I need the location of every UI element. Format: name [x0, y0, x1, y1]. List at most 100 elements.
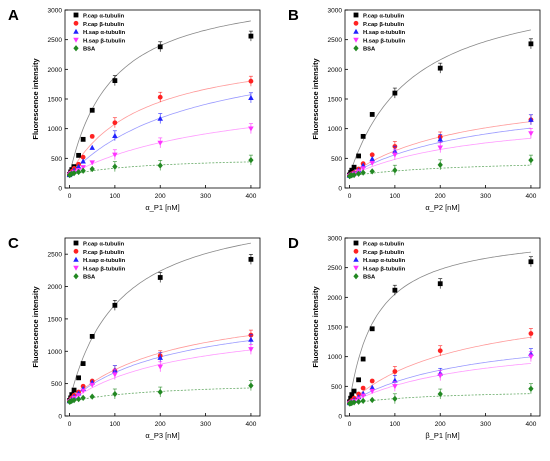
fit-curve [349, 29, 531, 176]
x-axis-label: α_P3 [nM] [145, 431, 179, 440]
data-point [71, 397, 77, 404]
data-point [437, 65, 443, 71]
data-point [369, 384, 375, 390]
x-tick-label: 200 [155, 421, 166, 428]
data-point [75, 168, 82, 176]
data-point [528, 131, 534, 137]
data-point [89, 144, 95, 150]
y-tick-label: 0 [58, 414, 62, 421]
data-point [528, 156, 534, 164]
data-point [351, 399, 357, 406]
data-point [157, 275, 163, 280]
data-point [369, 168, 375, 175]
legend-entry: H.sap α-tubulin [83, 258, 126, 264]
data-point [75, 393, 82, 399]
data-point [348, 395, 354, 401]
y-axis-label: Fluorescence intensity [311, 58, 320, 140]
y-tick-label: 1000 [48, 349, 63, 356]
panel-label: A [8, 7, 19, 24]
data-point [369, 152, 375, 158]
legend-marker [73, 240, 79, 246]
legend-marker [353, 265, 359, 271]
data-point [89, 165, 95, 173]
data-point [157, 364, 163, 370]
legend-entry: H.sap α-tubulin [363, 258, 406, 264]
data-point [360, 356, 366, 362]
legend-marker [353, 28, 359, 34]
data-point [80, 136, 86, 142]
data-point [80, 158, 86, 164]
legend-entry: BSA [363, 275, 376, 281]
chart-panel-d: D 0 500 1000 1500 2000 2500 3000 0 100 200 300 400 β_… [288, 235, 541, 440]
legend-entry: H.sap α-tubulin [83, 30, 126, 36]
data-point [75, 163, 82, 169]
data-point [80, 167, 86, 174]
legend-entry: P.cap α-tubulin [363, 14, 405, 20]
legend-marker [353, 248, 359, 254]
data-point [392, 384, 398, 390]
panel-label: C [8, 235, 19, 252]
y-tick-label: 1500 [328, 325, 343, 332]
x-axis-label: β_P1 [nM] [425, 431, 459, 440]
data-point [392, 152, 398, 158]
data-point [112, 302, 118, 308]
data-point [157, 94, 163, 100]
legend-entry: BSA [83, 275, 96, 281]
x-tick-label: 100 [109, 421, 120, 428]
y-tick-label: 1000 [328, 354, 343, 361]
data-point [355, 170, 362, 177]
y-tick-label: 1500 [48, 97, 63, 104]
legend-marker [73, 20, 79, 26]
legend-marker [73, 273, 79, 280]
y-axis-label: Fluorescence intensity [31, 58, 40, 140]
x-tick-label: 100 [389, 193, 400, 200]
data-point [349, 167, 355, 173]
y-tick-label: 2000 [48, 284, 63, 291]
data-point [76, 375, 82, 381]
data-point [392, 395, 398, 402]
panel-label: B [288, 7, 299, 24]
legend-entry: P.cap α-tubulin [363, 242, 405, 248]
legend-marker [353, 240, 359, 246]
data-point [248, 94, 254, 100]
data-point [369, 378, 375, 384]
legend-entry: BSA [363, 47, 376, 53]
data-point [349, 392, 355, 398]
data-point [89, 133, 95, 139]
data-point [351, 164, 357, 170]
legend-entry: P.cap β-tubulin [363, 250, 405, 256]
data-point [80, 394, 86, 401]
data-point [157, 115, 163, 121]
x-tick-label: 400 [526, 193, 537, 200]
data-point [112, 163, 118, 170]
x-axis-label: α_P1 [nM] [145, 203, 179, 212]
data-point [248, 126, 254, 132]
data-point [89, 333, 95, 339]
data-point [89, 107, 95, 113]
data-point [528, 41, 534, 47]
data-point [157, 162, 163, 169]
data-point [528, 385, 534, 392]
legend-entry: H.sap β-tubulin [83, 38, 126, 44]
data-point [392, 369, 398, 374]
data-point [89, 160, 95, 166]
y-tick-label: 2500 [328, 37, 343, 44]
legend-marker [353, 45, 359, 52]
legend-entry: P.cap β-tubulin [83, 250, 125, 256]
legend-entry: BSA [83, 47, 96, 53]
data-point [112, 152, 118, 158]
legend-entry: H.sap β-tubulin [363, 266, 406, 272]
data-point [437, 161, 443, 168]
y-tick-label: 500 [331, 384, 342, 391]
plot-frame [64, 237, 261, 417]
legend-entry: P.cap α-tubulin [83, 14, 125, 20]
y-tick-label: 3000 [328, 236, 343, 243]
y-tick-label: 2000 [328, 67, 343, 74]
data-point [528, 116, 534, 122]
legend-marker [353, 256, 359, 262]
y-tick-label: 1000 [328, 126, 343, 133]
chart-panel-b: B 0 500 1000 1500 2000 2500 3000 0 100 200 300 400 α_… [288, 7, 541, 212]
data-point [112, 132, 118, 138]
data-point [157, 388, 163, 396]
